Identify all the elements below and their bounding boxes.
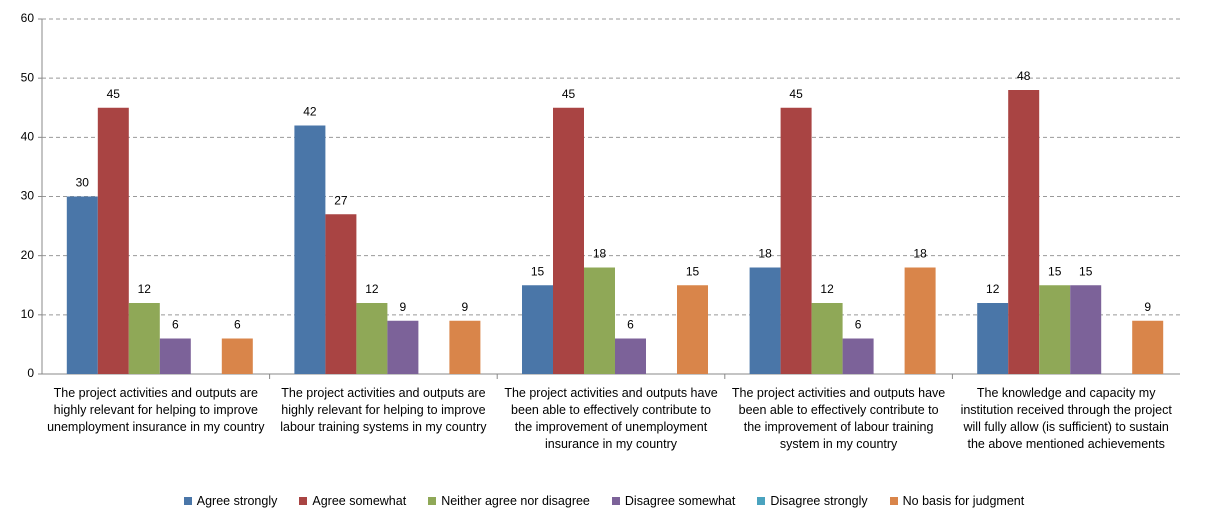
- bar: [780, 107, 812, 374]
- data-label: 12: [365, 282, 379, 296]
- data-label: 48: [1017, 69, 1031, 83]
- bar: [749, 267, 781, 374]
- data-label: 42: [303, 105, 317, 119]
- legend-swatch: [299, 497, 308, 505]
- bar: [128, 303, 160, 374]
- y-tick-label: 10: [21, 307, 35, 321]
- bar: [677, 285, 708, 374]
- x-tick-label: The project activities and outputs have …: [504, 386, 718, 451]
- data-label: 18: [593, 247, 607, 261]
- data-label: 9: [400, 300, 407, 314]
- legend-label: Disagree somewhat: [624, 494, 736, 508]
- legend: Agree strongly Agree somewhat Neither agre…: [0, 494, 1208, 508]
- bar: [522, 285, 553, 374]
- legend-label: Agree strongly: [196, 494, 278, 508]
- bar: [1039, 285, 1071, 374]
- data-label: 12: [820, 282, 834, 296]
- legend-item: Agree somewhat: [299, 494, 406, 508]
- bar: [584, 267, 615, 374]
- bar: [1008, 90, 1040, 374]
- bar: [449, 320, 481, 374]
- data-label: 18: [913, 247, 927, 261]
- y-tick-label: 40: [21, 130, 35, 144]
- legend-item: Agree strongly: [183, 494, 278, 508]
- bar: [615, 338, 646, 374]
- data-label: 6: [172, 318, 179, 332]
- bar: [325, 214, 357, 374]
- y-tick-label: 30: [21, 189, 35, 203]
- x-tick-label: The project activities and outputs have …: [731, 386, 946, 451]
- bar: [294, 125, 326, 374]
- x-tick-label: The project activities and outputs are h…: [47, 386, 265, 434]
- legend-label: Neither agree nor disagree: [441, 494, 590, 508]
- bar: [1070, 285, 1102, 374]
- data-label: 30: [76, 176, 90, 190]
- bar: [159, 338, 191, 374]
- y-tick-label: 0: [27, 366, 34, 380]
- y-tick-label: 50: [21, 70, 35, 84]
- bar: [1132, 320, 1164, 374]
- legend-swatch: [428, 497, 437, 505]
- legend-label: No basis for judgment: [902, 494, 1025, 508]
- data-label: 27: [334, 193, 348, 207]
- bar: [904, 267, 936, 374]
- data-label: 15: [686, 264, 700, 278]
- data-label: 15: [1079, 264, 1093, 278]
- x-tick-label: The knowledge and capacity my institutio…: [960, 386, 1172, 451]
- data-label: 12: [986, 282, 1000, 296]
- legend-item: No basis for judgment: [889, 494, 1025, 508]
- legend-item: Disagree somewhat: [611, 494, 736, 508]
- bar: [356, 303, 388, 374]
- bar: [97, 107, 129, 374]
- data-label: 18: [758, 247, 772, 261]
- bar: [221, 338, 253, 374]
- bar: [387, 320, 419, 374]
- bar: [842, 338, 874, 374]
- legend-label: Agree somewhat: [312, 494, 407, 508]
- data-label: 45: [789, 87, 803, 101]
- data-label: 45: [107, 87, 121, 101]
- data-label: 6: [627, 318, 634, 332]
- data-label: 6: [855, 318, 862, 332]
- legend-label: Disagree strongly: [770, 494, 868, 508]
- data-label: 15: [1048, 264, 1062, 278]
- legend-swatch: [183, 497, 192, 505]
- legend-item: Neither agree nor disagree: [428, 494, 590, 508]
- x-tick-label: The project activities and outputs are h…: [280, 386, 487, 434]
- data-label: 45: [562, 87, 576, 101]
- legend-swatch: [757, 497, 766, 505]
- bar: [66, 196, 98, 374]
- data-label: 6: [234, 318, 241, 332]
- legend-item: Disagree strongly: [757, 494, 868, 508]
- data-label: 9: [462, 300, 469, 314]
- data-label: 15: [531, 264, 545, 278]
- bar: [977, 303, 1009, 374]
- legend-swatch: [889, 497, 898, 505]
- bar: [811, 303, 843, 374]
- legend-swatch: [611, 497, 620, 505]
- y-tick-label: 60: [21, 11, 35, 25]
- bar: [553, 107, 584, 374]
- y-tick-label: 20: [21, 248, 35, 262]
- data-label: 12: [138, 282, 152, 296]
- data-label: 9: [1144, 300, 1151, 314]
